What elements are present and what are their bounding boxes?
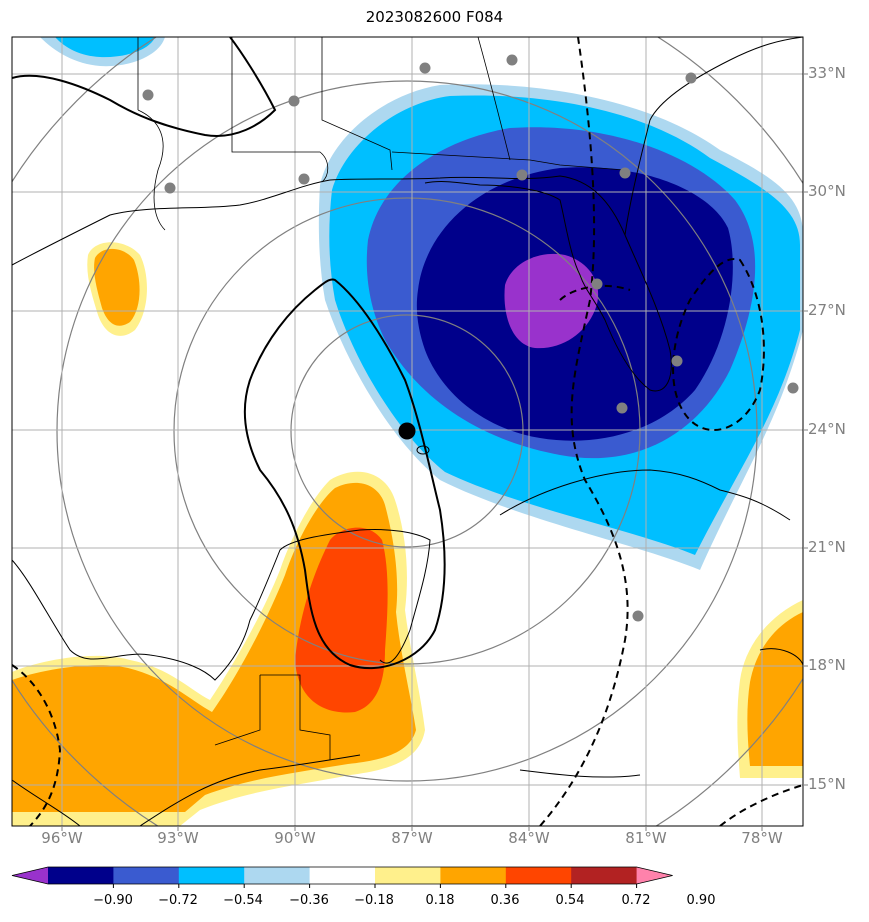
colorbar-segment <box>375 867 441 884</box>
lat-label: 18°N <box>808 656 846 674</box>
lat-label: 15°N <box>808 775 846 793</box>
colorbar-tick-label: −0.54 <box>223 893 263 908</box>
colorbar-segment <box>48 867 114 884</box>
lon-label: 84°W <box>508 829 550 847</box>
lon-label: 90°W <box>274 829 316 847</box>
colorbar-segment <box>244 867 311 884</box>
colorbar-segment <box>505 867 572 884</box>
colorbar-tick-label: −0.72 <box>158 893 198 908</box>
map-title: 2023082600 F084 <box>365 8 504 26</box>
positive-anomaly-gulf <box>87 242 147 336</box>
colorbar-tick-label: 0.54 <box>555 893 585 908</box>
range-rings <box>12 37 803 826</box>
storm-contours <box>12 37 446 670</box>
colorbar-tick-label: 0.90 <box>686 893 716 908</box>
colorbar-extend-left <box>12 867 48 884</box>
colorbar-tick-label: 0.36 <box>490 893 520 908</box>
colorbar-tick-label: −0.18 <box>354 893 394 908</box>
storm-center-marker <box>398 422 416 440</box>
lat-label: 21°N <box>808 538 846 556</box>
colorbar-segment <box>178 867 245 884</box>
lon-label: 87°W <box>391 829 433 847</box>
lat-label: 30°N <box>808 182 846 200</box>
lon-label: 93°W <box>157 829 199 847</box>
top-blue-patch <box>40 37 165 67</box>
lat-label: 33°N <box>808 64 846 82</box>
lat-label: 27°N <box>808 301 846 319</box>
lat-label: 24°N <box>808 420 846 438</box>
lon-label: 78°W <box>741 829 783 847</box>
lon-label: 81°W <box>625 829 667 847</box>
station-markers <box>142 54 799 622</box>
axis-ticks <box>61 73 808 831</box>
colorbar-tick-label: −0.90 <box>93 893 133 908</box>
coastlines <box>12 37 803 826</box>
colorbar-extend-right <box>636 867 673 884</box>
colorbar-segment <box>309 867 376 884</box>
colorbar-tick-label: −0.36 <box>289 893 329 908</box>
colorbar-segment <box>113 867 180 884</box>
map-frame <box>11 36 804 827</box>
colorbar-tick-label: 0.18 <box>425 893 455 908</box>
colorbar-segment <box>440 867 507 884</box>
island-outline <box>416 445 430 455</box>
negative-anomaly-region <box>318 84 803 570</box>
colorbar-tick-label: 0.72 <box>621 893 651 908</box>
lon-label: 96°W <box>41 829 83 847</box>
colorbar-segment <box>571 867 638 884</box>
colorbar-outline <box>11 866 673 885</box>
colorbar <box>11 866 673 888</box>
borders <box>137 37 626 760</box>
dashed-contours <box>12 37 803 826</box>
positive-anomaly-caribbean <box>737 600 803 778</box>
